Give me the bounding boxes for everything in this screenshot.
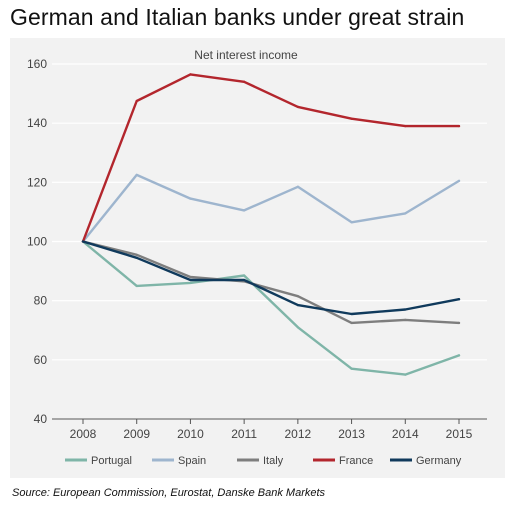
data-point-italy-2012 (296, 295, 299, 298)
data-point-italy-2009 (135, 253, 138, 256)
y-tick-label-80: 80 (34, 294, 48, 308)
data-point-germany-2011 (243, 278, 246, 282)
chart-area (10, 38, 505, 478)
series-line-france (81, 73, 461, 243)
legend-label-france: France (339, 455, 373, 467)
x-tick-label-2014: 2014 (392, 427, 419, 441)
data-point-germany-2014 (404, 308, 407, 311)
data-point-germany-2015 (457, 298, 461, 301)
data-point-germany-2008 (81, 240, 85, 243)
y-tick-label-60: 60 (34, 353, 48, 367)
x-tick-label-2009: 2009 (123, 427, 150, 441)
legend-item-france: France (313, 455, 373, 467)
data-point-italy-2010 (189, 275, 192, 279)
series-line-germany (81, 240, 461, 316)
legend: Portugal Spain Italy France Germany (65, 455, 462, 467)
data-point-france-2015 (457, 125, 461, 128)
data-point-portugal-2015 (457, 354, 461, 357)
data-point-germany-2013 (350, 312, 353, 316)
data-point-germany-2012 (296, 304, 299, 307)
y-tick-label-120: 120 (27, 175, 47, 189)
legend-label-spain: Spain (178, 455, 206, 467)
x-tick-label-2015: 2015 (446, 427, 473, 441)
data-point-germany-2009 (135, 256, 138, 259)
data-point-portugal-2013 (350, 367, 353, 370)
data-point-france-2013 (350, 117, 353, 120)
legend-item-germany: Germany (390, 455, 462, 467)
data-point-italy-2013 (350, 321, 353, 324)
legend-item-spain: Spain (152, 455, 206, 467)
data-point-spain-2014 (404, 212, 407, 215)
gridlines (52, 63, 487, 420)
data-point-france-2009 (135, 99, 138, 103)
data-point-italy-2015 (457, 321, 461, 324)
x-tick-label-2013: 2013 (338, 427, 365, 441)
data-point-spain-2015 (457, 179, 461, 182)
data-point-portugal-2009 (135, 284, 138, 287)
data-point-france-2012 (296, 105, 299, 108)
data-point-spain-2012 (296, 185, 299, 188)
x-tick-label-2008: 2008 (70, 427, 97, 441)
data-point-italy-2014 (404, 318, 407, 321)
y-tick-label-140: 140 (27, 116, 47, 130)
series-lines (81, 73, 461, 376)
data-point-spain-2011 (243, 209, 246, 212)
legend-label-portugal: Portugal (91, 455, 132, 467)
y-tick-label-40: 40 (34, 412, 48, 426)
series-line-spain (81, 173, 461, 243)
data-point-germany-2010 (189, 278, 192, 282)
data-point-spain-2013 (350, 221, 353, 224)
legend-item-italy: Italy (237, 455, 284, 467)
source-note: Source: European Commission, Eurostat, D… (12, 487, 326, 499)
chart-subtitle: Net interest income (194, 48, 298, 62)
data-point-france-2010 (189, 73, 192, 76)
y-tick-label-160: 160 (27, 57, 47, 71)
legend-label-germany: Germany (416, 455, 462, 467)
series-line-portugal (81, 240, 461, 376)
data-point-france-2014 (404, 125, 407, 128)
data-point-france-2011 (243, 80, 246, 83)
legend-item-portugal: Portugal (65, 455, 132, 467)
x-tick-label-2010: 2010 (177, 427, 204, 441)
y-tick-label-100: 100 (27, 235, 47, 249)
axes: 40 60 80 100 120 140 160 2008 2009 2010 2011 2012 20… (27, 57, 487, 441)
data-point-portugal-2011 (243, 274, 246, 277)
data-point-portugal-2010 (189, 281, 192, 285)
x-tick-label-2012: 2012 (285, 427, 312, 441)
data-point-spain-2009 (135, 173, 138, 177)
data-point-portugal-2012 (296, 326, 299, 329)
x-tick-label-2011: 2011 (231, 427, 257, 441)
chart-title: German and Italian banks under great str… (10, 4, 465, 30)
data-point-portugal-2014 (404, 373, 407, 376)
legend-label-italy: Italy (263, 455, 284, 467)
data-point-spain-2010 (189, 197, 192, 200)
series-line-italy (81, 240, 461, 325)
